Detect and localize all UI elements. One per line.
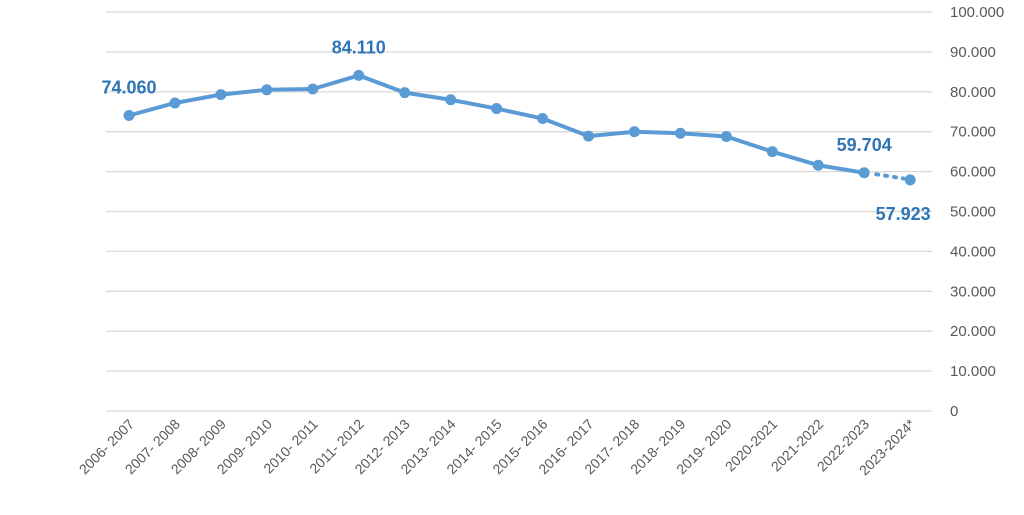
data-point <box>720 130 732 142</box>
y-tick-label: 40.000 <box>950 243 996 260</box>
data-point <box>674 127 686 139</box>
data-point <box>628 126 640 138</box>
data-point <box>123 110 135 122</box>
data-point <box>583 130 594 142</box>
data-point <box>858 167 870 179</box>
data-labels: 74.060 84.110 59.704 57.923 <box>101 37 930 223</box>
series-points <box>123 69 916 186</box>
gridlines <box>106 11 932 412</box>
y-tick-label: 80.000 <box>950 84 996 101</box>
data-point <box>169 97 181 109</box>
y-tick-label: 90.000 <box>950 44 996 61</box>
y-tick-label: 70.000 <box>950 124 996 141</box>
data-point <box>261 84 273 96</box>
data-point <box>812 159 824 171</box>
data-point <box>399 87 411 99</box>
data-point <box>353 69 365 81</box>
y-tick-label: 50.000 <box>950 204 996 221</box>
y-tick-label: 60.000 <box>950 164 996 181</box>
data-label: 57.923 <box>876 204 931 224</box>
data-point <box>491 103 503 115</box>
data-point <box>766 146 778 158</box>
data-label: 59.704 <box>837 135 892 155</box>
data-label: 74.060 <box>101 78 156 98</box>
y-tick-label: 0 <box>950 403 958 420</box>
data-point <box>537 113 549 125</box>
y-tick-label: 100.000 <box>950 4 1004 21</box>
data-point <box>307 83 319 95</box>
series-line <box>127 73 906 181</box>
data-label: 84.110 <box>332 37 386 57</box>
series-line-projected <box>874 172 906 181</box>
data-point <box>215 89 227 101</box>
y-axis-ticks: 0 10.000 20.000 30.000 40.000 50.000 60.000 70.… <box>950 4 1004 420</box>
y-tick-label: 20.000 <box>950 323 996 340</box>
y-tick-label: 10.000 <box>950 363 996 380</box>
y-tick-label: 30.000 <box>950 283 996 300</box>
data-point <box>445 94 457 106</box>
series-line-solid <box>127 73 867 175</box>
data-point <box>904 174 916 186</box>
